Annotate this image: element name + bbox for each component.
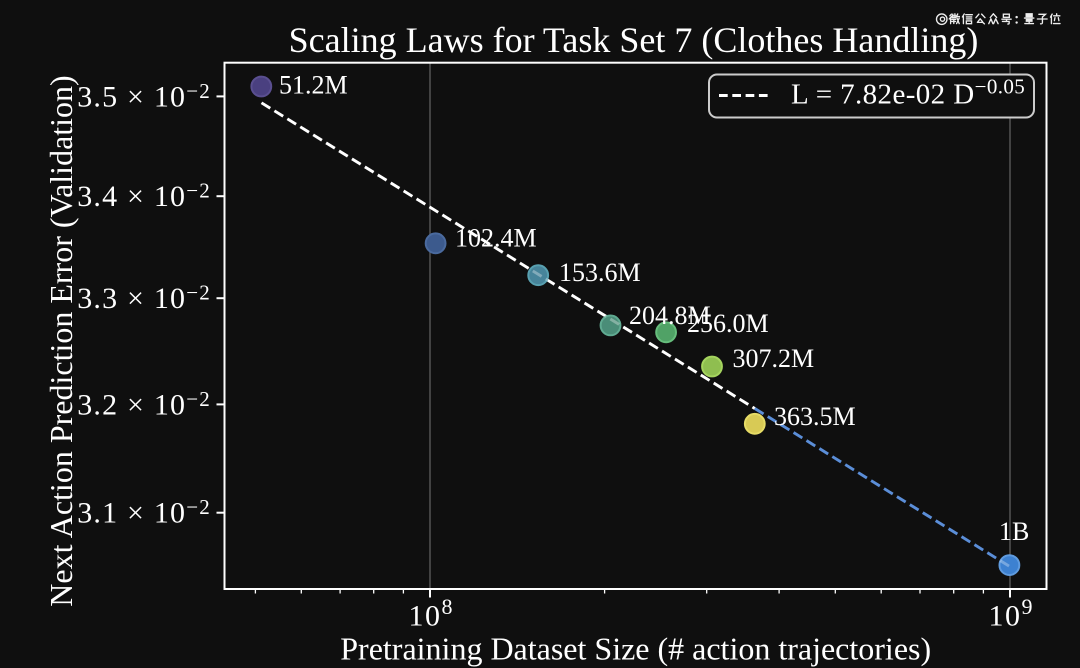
svg-text:Scaling Laws for Task Set 7 (C: Scaling Laws for Task Set 7 (Clothes Han… bbox=[289, 20, 979, 60]
svg-text:Next Action Prediction Error (: Next Action Prediction Error (Validation… bbox=[43, 75, 79, 606]
svg-text:256.0M: 256.0M bbox=[687, 309, 769, 338]
svg-text:204.8M: 204.8M bbox=[629, 301, 711, 330]
svg-text:363.5M: 363.5M bbox=[774, 402, 856, 431]
svg-text:102.4M: 102.4M bbox=[455, 224, 537, 253]
svg-text:51.2M: 51.2M bbox=[279, 71, 348, 100]
svg-text:1B: 1B bbox=[999, 517, 1029, 546]
svg-text:307.2M: 307.2M bbox=[733, 344, 815, 373]
svg-text:Pretraining Dataset Size (# ac: Pretraining Dataset Size (# action traje… bbox=[340, 631, 931, 667]
svg-text:153.6M: 153.6M bbox=[559, 258, 641, 287]
